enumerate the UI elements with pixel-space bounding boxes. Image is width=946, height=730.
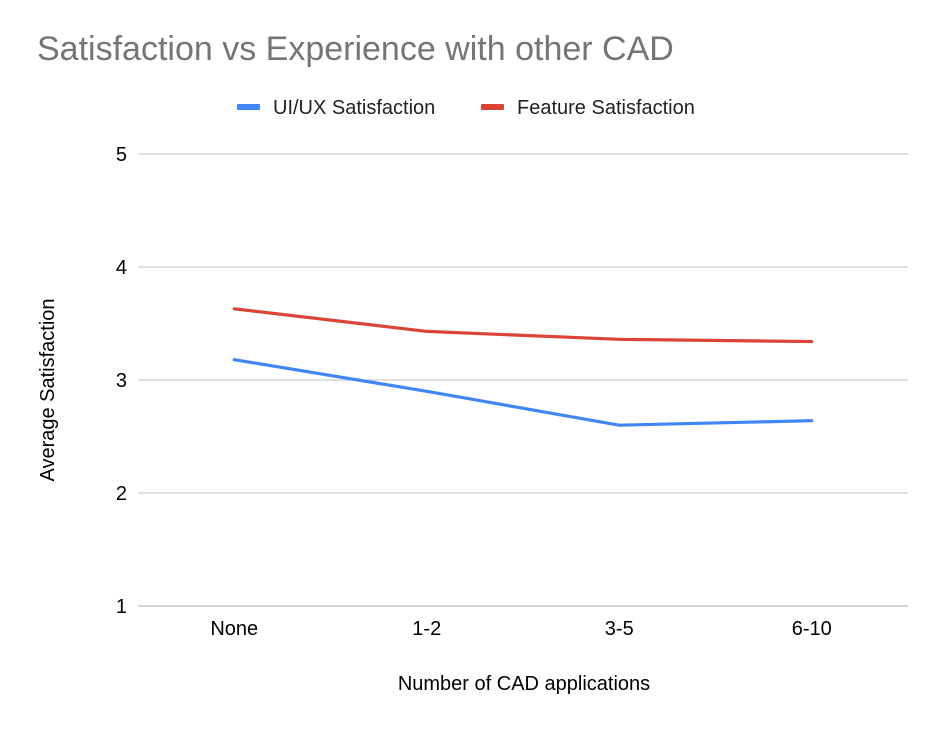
series-lines (232, 307, 814, 427)
series-line (232, 307, 814, 344)
y-tick-label: 4 (116, 257, 127, 279)
chart-title: Satisfaction vs Experience with other CA… (37, 30, 674, 68)
gridlines (138, 153, 908, 607)
y-tick-label: 2 (116, 483, 127, 505)
x-axis-label: Number of CAD applications (398, 673, 650, 695)
x-tick-label: 3-5 (605, 618, 634, 640)
legend-swatch (481, 104, 504, 110)
legend-label: Feature Satisfaction (517, 97, 695, 119)
legend-label: UI/UX Satisfaction (273, 97, 435, 119)
series-line (232, 358, 814, 427)
y-axis-ticks: 1 2 3 4 5 (116, 144, 127, 618)
y-tick-label: 5 (116, 144, 127, 166)
y-tick-label: 1 (116, 596, 127, 618)
x-tick-label: None (210, 618, 258, 640)
legend: UI/UX Satisfaction Feature Satisfaction (237, 97, 695, 119)
y-axis-label: Average Satisfaction (37, 298, 59, 481)
y-tick-label: 3 (116, 370, 127, 392)
x-axis-ticks: None 1-2 3-5 6-10 (210, 618, 831, 640)
legend-swatch (237, 104, 260, 110)
x-tick-label: 1-2 (412, 618, 441, 640)
x-tick-label: 6-10 (792, 618, 832, 640)
